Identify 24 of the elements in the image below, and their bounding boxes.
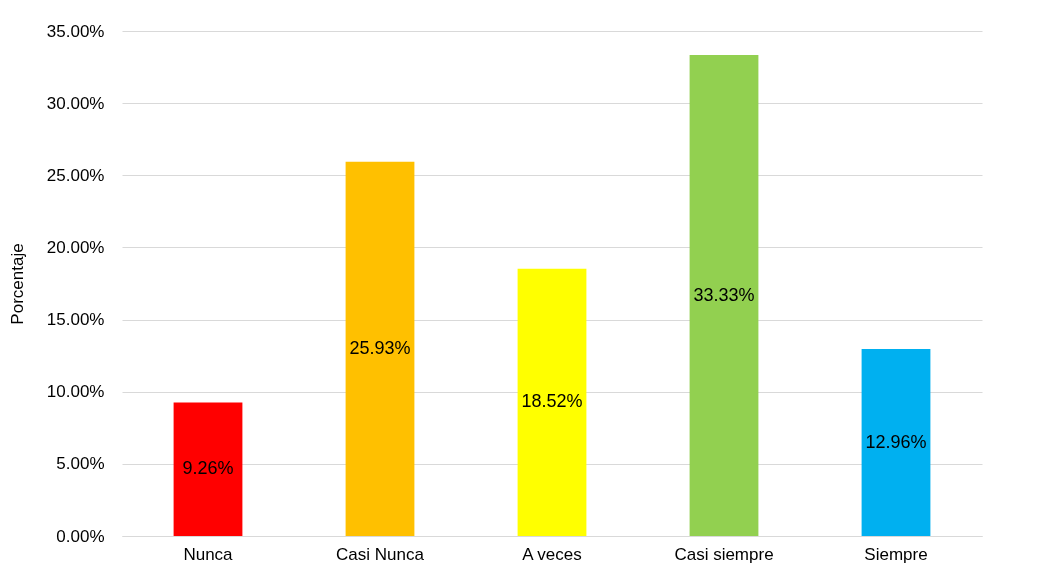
y-tick-label: 30.00% [46, 93, 105, 113]
data-label: 25.93% [349, 337, 411, 358]
x-tick-label: Casi siempre [674, 544, 774, 564]
x-tick-label: Nunca [183, 544, 234, 564]
data-label: 9.26% [182, 458, 234, 479]
y-tick-label: 20.00% [46, 237, 105, 257]
y-tick-label: 25.00% [46, 165, 105, 185]
data-label: 18.52% [521, 391, 583, 412]
bar [173, 402, 243, 536]
y-axis-title: Porcentaje [7, 243, 27, 325]
data-label: 12.96% [865, 431, 927, 452]
x-tick-label: Siempre [864, 544, 928, 564]
y-tick-label: 0.00% [56, 526, 105, 546]
y-tick-label: 5.00% [56, 454, 105, 474]
data-label: 33.33% [693, 284, 755, 305]
x-tick-label: Casi Nunca [336, 544, 425, 564]
y-tick-label: 15.00% [46, 310, 105, 330]
bar [861, 349, 931, 536]
y-tick-label: 10.00% [46, 382, 105, 402]
bar [689, 55, 759, 536]
x-tick-label: A veces [522, 544, 582, 564]
bar [517, 268, 587, 536]
y-tick-label: 35.00% [46, 21, 105, 41]
bar [345, 161, 415, 536]
